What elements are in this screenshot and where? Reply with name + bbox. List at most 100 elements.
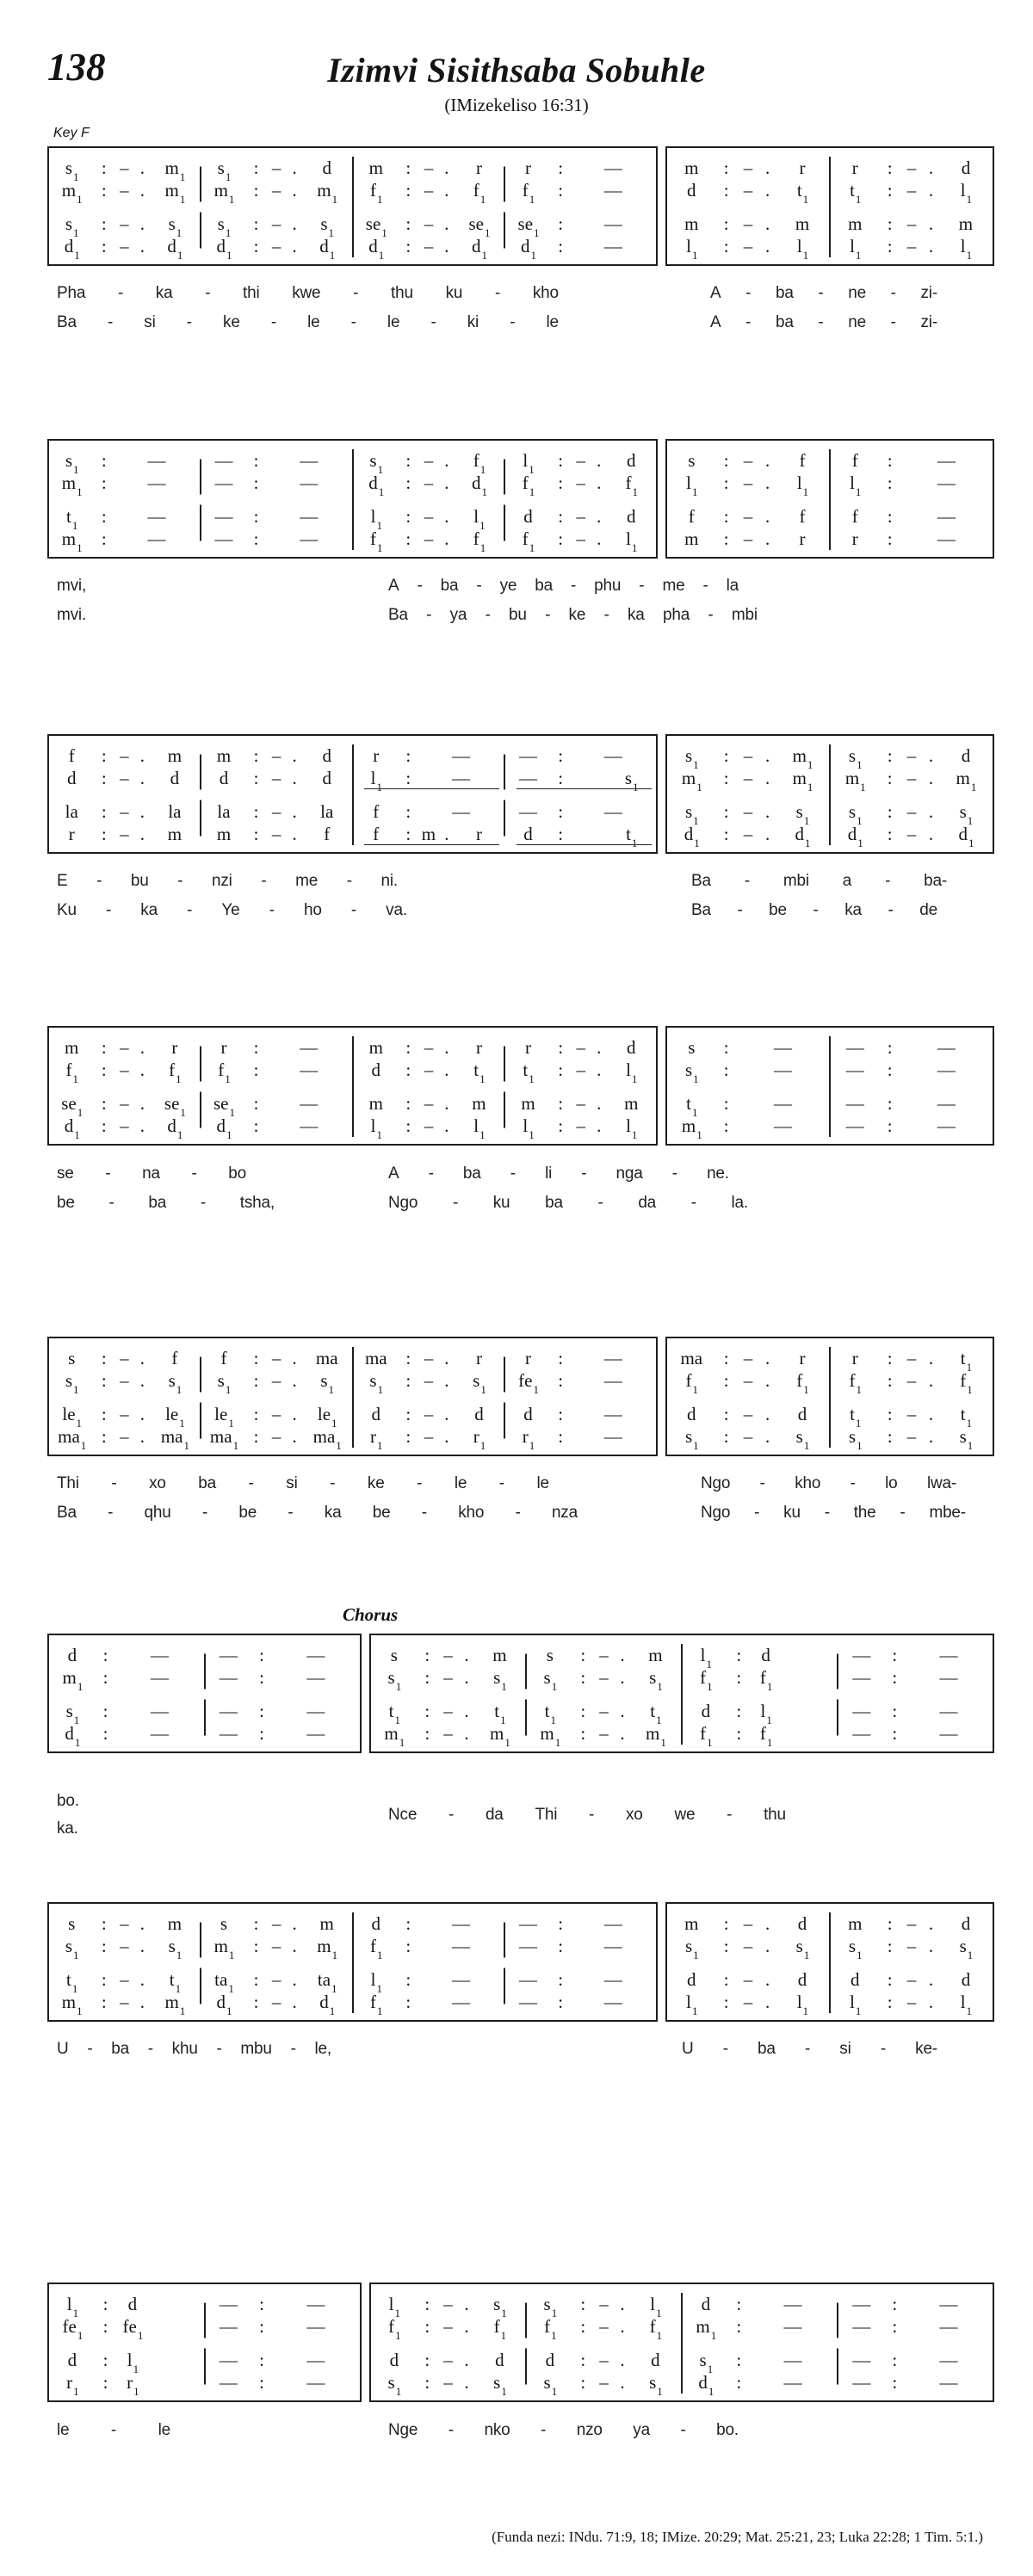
notation-symbol: – xyxy=(599,1667,609,1688)
notation-symbol: — xyxy=(852,2294,871,2314)
notation-symbol: — xyxy=(519,1913,538,1934)
notation-symbol: : xyxy=(102,1645,108,1665)
notation-symbol: — xyxy=(150,1701,169,1721)
notation-symbol: . xyxy=(139,1059,145,1080)
notation-symbol: – xyxy=(906,768,917,788)
notation-symbol: : xyxy=(558,1426,564,1447)
measure: —: — —: — —: — —: — xyxy=(505,1912,656,2013)
notation-symbol: – xyxy=(424,1037,434,1058)
notation-symbol: — xyxy=(519,1992,538,2012)
notation-symbol: : xyxy=(736,1723,742,1744)
music-system-3: f: –. m d: –. d la: –. la r: –. m m: –. d d: –. d la: –. la m… xyxy=(47,734,994,854)
lyric-syllable: ne xyxy=(848,284,866,302)
lyric-syllable: the xyxy=(853,1504,876,1522)
double-bar-gap xyxy=(658,1902,665,2022)
notation-symbol: – xyxy=(120,824,129,844)
notation-symbol: — xyxy=(147,506,166,527)
notation-symbol: – xyxy=(424,1370,434,1391)
lyric-syllable: mvi, xyxy=(57,577,87,595)
voice-row: m: –. m xyxy=(505,1092,656,1115)
voice-row: m1: –. m1 xyxy=(667,767,829,793)
barline-full xyxy=(829,1347,832,1448)
lyric-dash: - xyxy=(108,1194,114,1212)
notation-symbol: — xyxy=(845,1093,864,1114)
notation-symbol: — xyxy=(306,2294,325,2314)
notation-symbol: – xyxy=(743,824,753,844)
lyric-dash: - xyxy=(353,284,359,302)
notation-symbol: : xyxy=(892,1701,898,1721)
note-token: d1 xyxy=(167,236,183,263)
lyric-syllable: ho xyxy=(303,901,322,919)
note-token: d1 xyxy=(64,236,80,263)
notation-symbol: – xyxy=(424,1059,434,1080)
lyric-dash: - xyxy=(510,1164,516,1183)
lyric-syllable: ka xyxy=(324,1504,342,1522)
note-token: m xyxy=(216,824,232,844)
lyric-syllable: kho xyxy=(795,1474,821,1492)
notation-symbol: . xyxy=(597,1115,602,1136)
voice-row: —: — xyxy=(831,1092,993,1115)
lyric-syllable: ka. xyxy=(57,1819,78,1838)
notation-symbol: . xyxy=(292,213,297,234)
double-bar-gap xyxy=(658,439,665,559)
notation-symbol: : xyxy=(253,450,259,471)
note-token: s1 xyxy=(65,1370,79,1397)
note-token: s1 xyxy=(624,768,639,794)
barline-partial xyxy=(199,1912,201,2013)
note-token: f1 xyxy=(522,180,535,207)
notation-symbol: – xyxy=(120,768,129,788)
note-token: s1 xyxy=(217,158,232,184)
note-token: s1 xyxy=(320,213,335,240)
notation-symbol: — xyxy=(937,1093,956,1114)
note-token: d xyxy=(687,1404,696,1424)
notation-symbol: — xyxy=(219,1645,238,1665)
notation-symbol: — xyxy=(937,1059,956,1080)
notation-symbol: — xyxy=(306,1645,325,1665)
notation-symbol: . xyxy=(764,236,770,256)
voice-row: d1: — xyxy=(201,1115,352,1140)
notation-symbol: : xyxy=(558,1115,564,1136)
lyric-dash: - xyxy=(890,284,896,302)
lyric-segment: Thi - xo ba - si - ke - le - le xyxy=(57,1474,549,1493)
notation-symbol: : xyxy=(558,1969,564,1990)
voice-row: s: –. f xyxy=(667,449,829,472)
notation-symbol: : xyxy=(424,1701,430,1721)
voice-row: ma: –. r xyxy=(667,1347,829,1369)
lyric-syllable: A xyxy=(710,313,721,331)
notation-symbol: – xyxy=(271,1969,281,1990)
notation-symbol: : xyxy=(723,1992,729,2012)
note-token: f1 xyxy=(522,528,535,555)
measure: l1: –. s1 f1: –. f1 d: –. d s1: –. s1 xyxy=(371,2293,525,2397)
notation-symbol: – xyxy=(424,473,434,493)
notation-symbol: – xyxy=(743,1936,753,1956)
music-system-5: s: –. f s1: –. s1 le1: –. le1 ma1: –. ma1 f: –. ma s1: –… xyxy=(47,1337,994,1456)
lyric-syllable: thu xyxy=(764,1806,786,1824)
lyric-syllable: khu xyxy=(171,2040,198,2058)
notation-symbol: : xyxy=(558,213,564,234)
lyric-syllable: ye xyxy=(499,577,517,595)
note-token: d1 xyxy=(167,1115,183,1142)
voice-row: —: — xyxy=(206,1700,361,1722)
note-token: m1 xyxy=(164,158,186,184)
note-token: t1 xyxy=(66,1969,78,1996)
notation-symbol: — xyxy=(603,1370,622,1391)
notation-symbol: : xyxy=(405,824,411,844)
note-token: d1 xyxy=(319,1992,336,2018)
note-token: s1 xyxy=(848,801,863,828)
measure: r: –. t1 f1: –. f1 t1: –. t1 s1: –. s1 xyxy=(831,1347,993,1451)
note-token: t1 xyxy=(494,1701,506,1727)
lyric-syllable: Ye xyxy=(221,901,240,919)
lyric-dash: - xyxy=(759,1474,765,1492)
note-token: d xyxy=(389,2350,399,2370)
note-token: d xyxy=(961,745,971,766)
note-token: f xyxy=(171,1348,178,1368)
measure: f: –. m d: –. d la: –. la r: –. m xyxy=(49,744,200,845)
notation-symbol: . xyxy=(444,528,449,549)
voice-row: —: — xyxy=(206,1666,361,1689)
voice-row: —: — xyxy=(206,2293,361,2315)
music-system-2: s1: — m1: — t1: — m1: — —: — —: — —: — —: — s1: –. f1 d1: –.… xyxy=(47,439,994,559)
voice-row: ma1: –. ma1 xyxy=(49,1425,200,1451)
staff-group: s: –. f s1: –. s1 le1: –. le1 ma1: –. ma1 f: –. ma s1: –… xyxy=(47,1337,659,1456)
lyric-dash: - xyxy=(96,872,102,890)
